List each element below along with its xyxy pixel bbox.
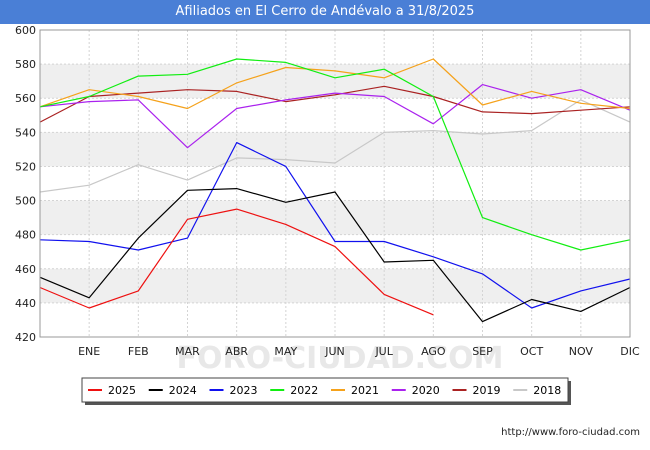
plot-band — [40, 268, 630, 303]
x-tick-label: ABR — [225, 345, 248, 358]
x-tick-label: MAY — [274, 345, 297, 358]
y-tick-label: 480 — [15, 229, 36, 242]
legend-label-2020: 2020 — [412, 384, 440, 397]
y-tick-label: 600 — [15, 24, 36, 37]
y-tick-label: 500 — [15, 195, 36, 208]
y-tick-label: 560 — [15, 92, 36, 105]
plot-band — [40, 132, 630, 167]
series-line-2025 — [39, 208, 434, 316]
x-tick-label: JUL — [374, 345, 393, 358]
x-tick-labels: ENE FEB MAR ABR MAY JUN JUL AGO SEP OCT NOV DIC — [78, 345, 640, 358]
axes — [39, 29, 631, 338]
watermark-text: FORO-CIUDAD.COM — [177, 341, 504, 376]
legend-box — [81, 377, 569, 403]
x-tick-label: OCT — [520, 345, 543, 358]
legend-label-2023: 2023 — [230, 384, 258, 397]
legend-label-2024: 2024 — [169, 384, 197, 397]
series-line-2020 — [39, 83, 631, 149]
x-tick-label: DIC — [620, 345, 640, 358]
y-tick-label: 580 — [15, 58, 36, 71]
y-tick-label: 440 — [15, 297, 36, 310]
y-tick-label: 460 — [15, 263, 36, 276]
series-lines — [39, 58, 631, 323]
x-tick-label: FEB — [128, 345, 149, 358]
chart-title: Afiliados en El Cerro de Andévalo a 31/8… — [0, 0, 650, 24]
series-line-2018 — [39, 99, 631, 193]
plot-frame — [39, 29, 631, 338]
series-line-2021 — [39, 58, 631, 110]
legend-label-2021: 2021 — [351, 384, 379, 397]
x-tick-label: MAR — [175, 345, 200, 358]
x-tick-label: AGO — [421, 345, 446, 358]
legend-label-2022: 2022 — [290, 384, 318, 397]
y-tick-labels: 420 440 460 480 500 520 540 560 580 600 — [15, 24, 36, 344]
x-tick-label: ENE — [78, 345, 100, 358]
series-line-2024 — [39, 188, 631, 323]
source-credit: http://www.foro-ciudad.com — [501, 427, 640, 438]
y-tick-label: 520 — [15, 160, 36, 173]
legend: 2025 2024 2023 2022 2021 2020 2019 2018 — [81, 377, 571, 405]
x-tick-label: SEP — [472, 345, 493, 358]
y-tick-label: 420 — [15, 331, 36, 344]
x-tick-label: JUN — [324, 345, 345, 358]
series-line-2022 — [39, 58, 631, 251]
series-line-2023 — [39, 142, 631, 309]
legend-label-2018: 2018 — [533, 384, 561, 397]
watermark: FORO-CIUDAD.COM — [177, 341, 504, 376]
plot-band — [40, 200, 630, 235]
x-tick-label: NOV — [569, 345, 594, 358]
series-line-2019 — [39, 85, 631, 123]
y-tick-label: 540 — [15, 126, 36, 139]
legend-label-2019: 2019 — [473, 384, 501, 397]
legend-label-2025: 2025 — [108, 384, 136, 397]
